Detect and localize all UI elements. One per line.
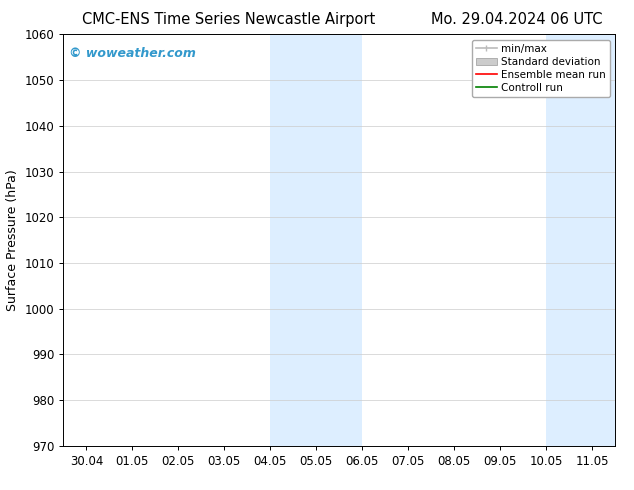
- Bar: [546, 34, 615, 446]
- Text: CMC-ENS Time Series Newcastle Airport: CMC-ENS Time Series Newcastle Airport: [82, 12, 376, 27]
- Bar: [270, 34, 362, 446]
- Text: © woweather.com: © woweather.com: [69, 47, 196, 60]
- Text: Mo. 29.04.2024 06 UTC: Mo. 29.04.2024 06 UTC: [430, 12, 602, 27]
- Y-axis label: Surface Pressure (hPa): Surface Pressure (hPa): [6, 169, 19, 311]
- Legend: min/max, Standard deviation, Ensemble mean run, Controll run: min/max, Standard deviation, Ensemble me…: [472, 40, 610, 97]
